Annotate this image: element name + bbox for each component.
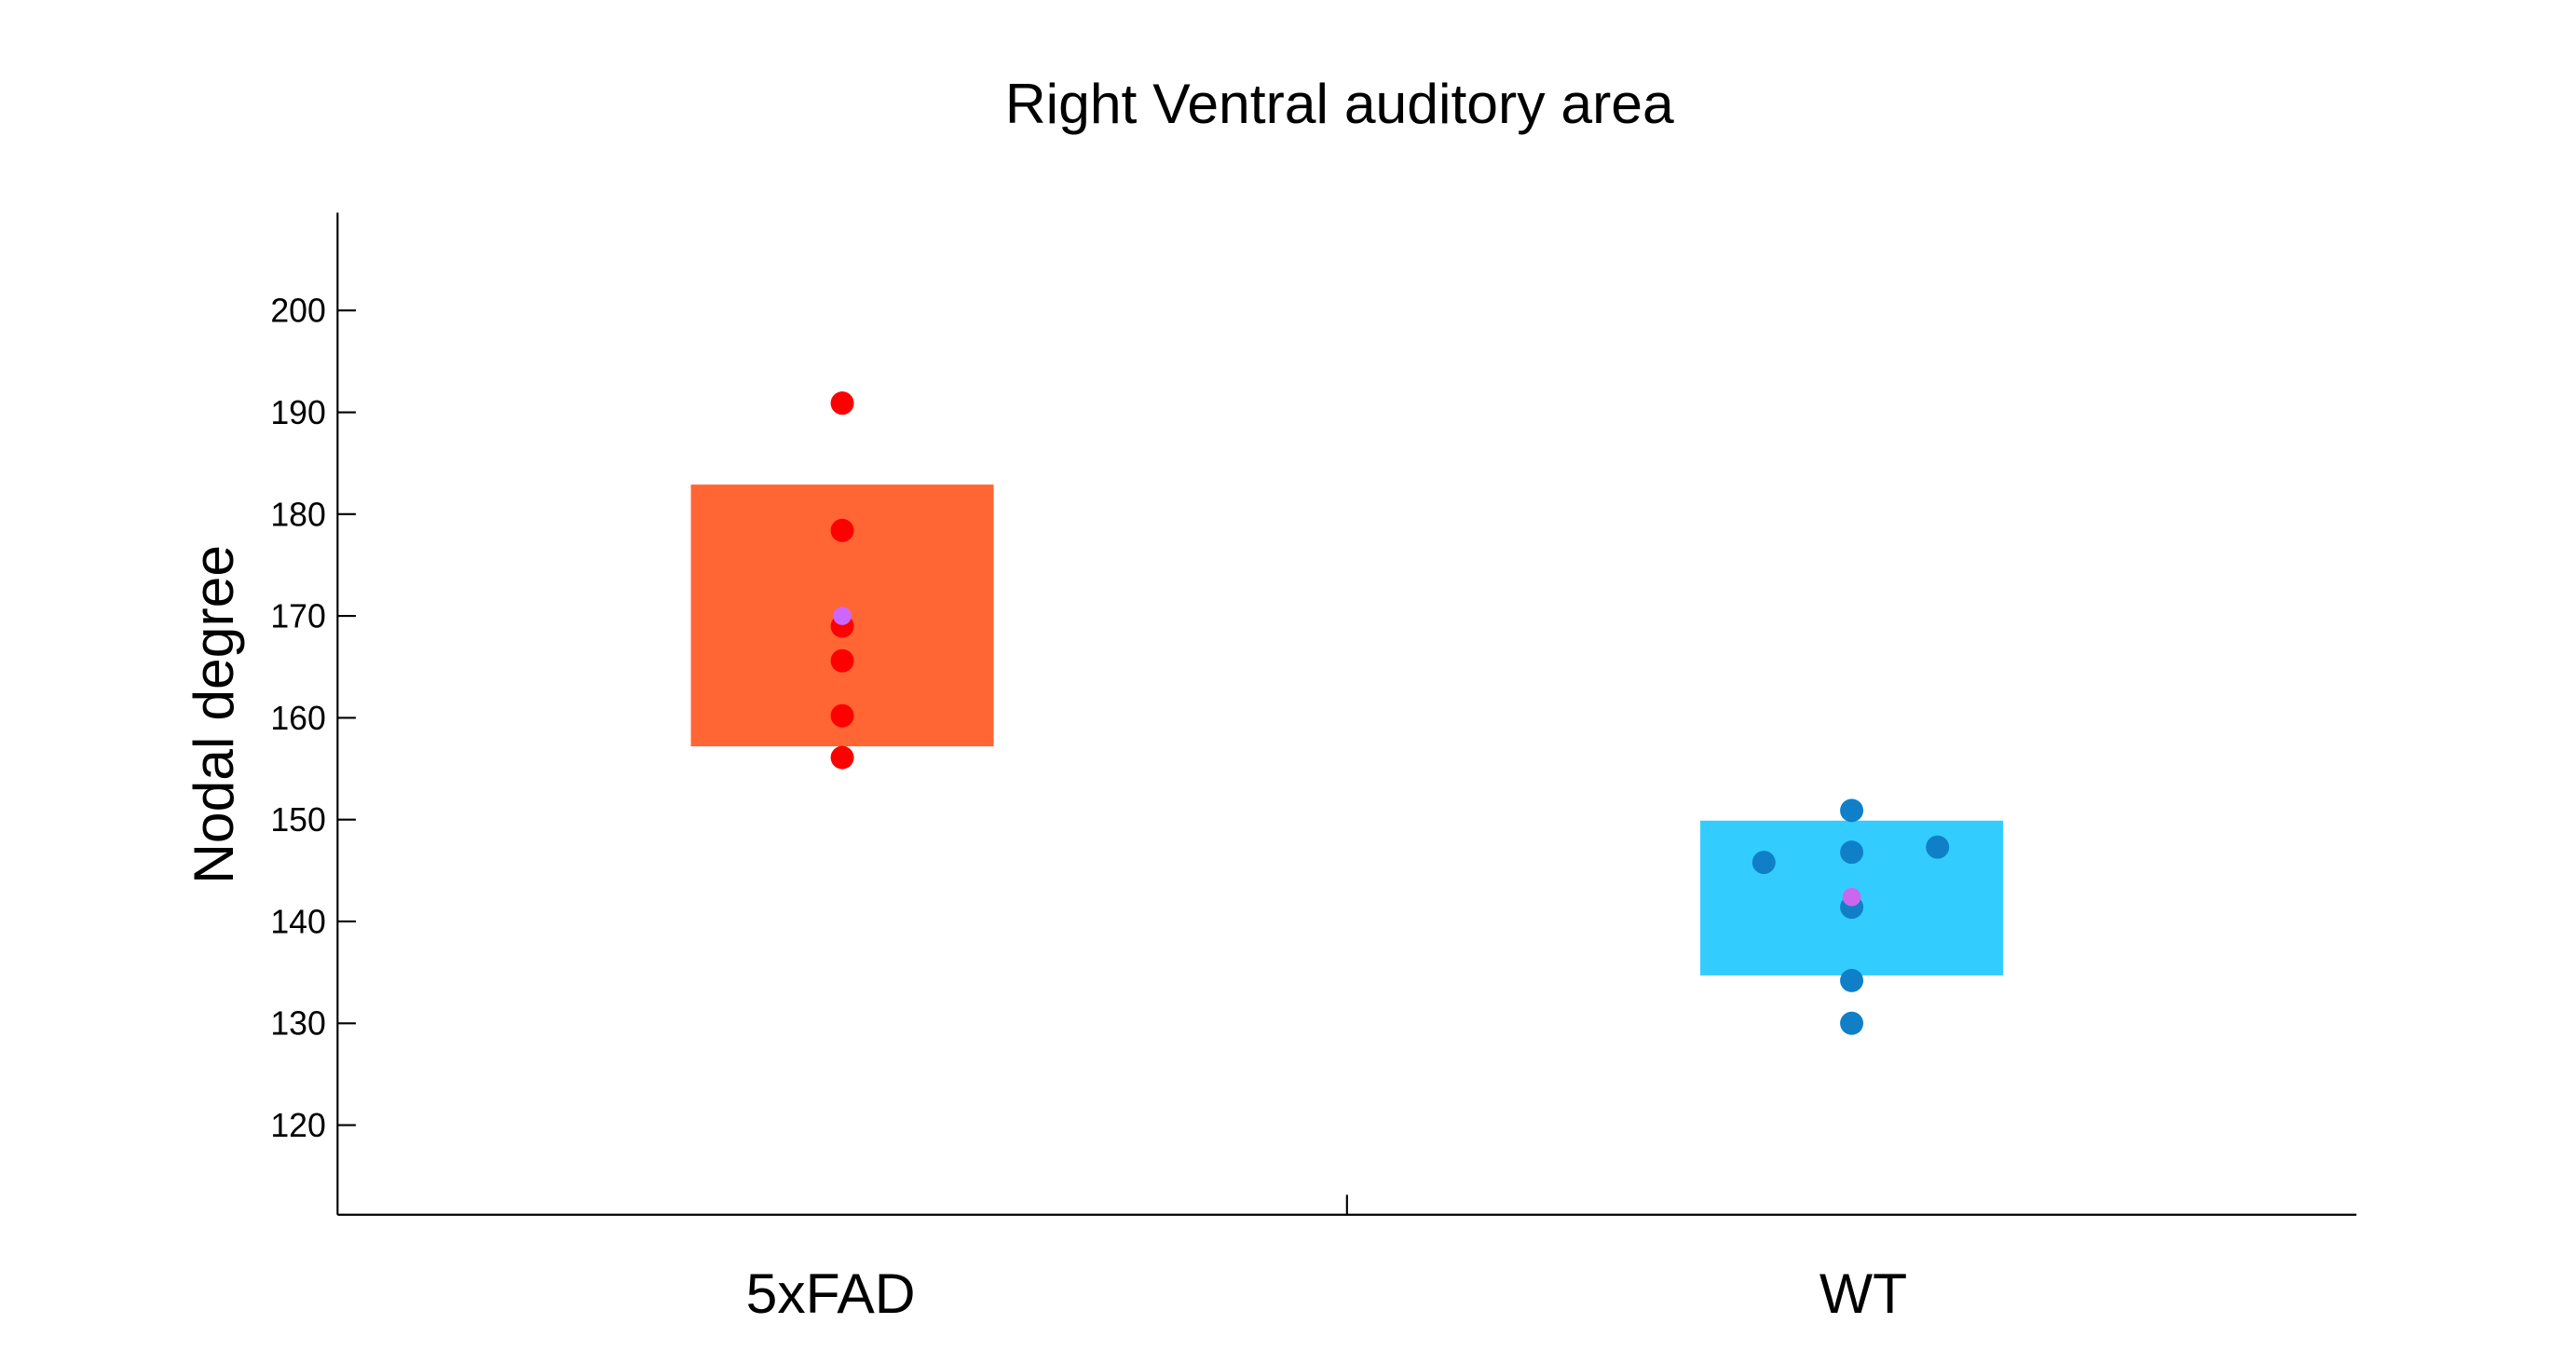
y-tick-label: 150	[270, 801, 326, 839]
x-tick-label: WT	[1820, 1262, 1907, 1325]
chart-title: Right Ventral auditory area	[1005, 72, 1674, 135]
x-tick-label: 5xFAD	[746, 1262, 916, 1325]
y-tick-label: 120	[270, 1107, 326, 1144]
data-point	[1926, 835, 1950, 859]
mean-marker	[1842, 887, 1861, 907]
data-point	[1840, 968, 1864, 992]
y-tick-label: 190	[270, 394, 326, 431]
y-axis-label: Nodal degree	[182, 545, 245, 884]
data-point	[1840, 1011, 1864, 1035]
data-point	[1840, 840, 1864, 865]
data-point	[830, 745, 854, 770]
y-tick-label: 200	[270, 293, 326, 330]
data-point	[830, 703, 854, 728]
data-point	[1751, 851, 1776, 875]
data-point	[830, 518, 854, 542]
y-tick-label: 160	[270, 700, 326, 737]
y-tick-label: 130	[270, 1005, 326, 1043]
y-tick-label: 140	[270, 903, 326, 940]
plot-area	[690, 391, 2004, 1035]
data-point	[830, 391, 854, 416]
data-point	[1840, 798, 1864, 823]
y-tick-label: 180	[270, 496, 326, 533]
y-tick-label: 170	[270, 598, 326, 635]
mean-marker	[833, 607, 852, 625]
data-point	[830, 648, 854, 673]
